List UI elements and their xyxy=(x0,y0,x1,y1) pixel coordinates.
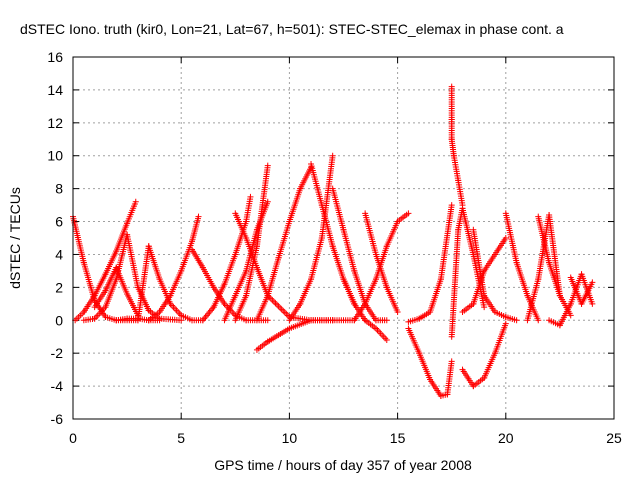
series-25 xyxy=(470,226,520,324)
series-30 xyxy=(567,274,596,307)
data-point xyxy=(269,297,276,304)
y-tick-label: -4 xyxy=(51,378,64,394)
y-tick-label: -6 xyxy=(51,411,64,427)
series-11 xyxy=(253,317,358,353)
series-28 xyxy=(535,213,574,319)
series-12 xyxy=(253,164,315,324)
data-point xyxy=(132,198,139,205)
data-point xyxy=(283,310,290,317)
data-points xyxy=(70,83,596,399)
series-1 xyxy=(72,198,139,324)
series-20 xyxy=(405,202,455,325)
data-point xyxy=(247,193,254,200)
y-tick-label: 14 xyxy=(47,82,63,98)
x-tick-label: 0 xyxy=(69,430,77,446)
series-17 xyxy=(351,210,412,324)
data-point xyxy=(267,295,274,302)
series-5 xyxy=(145,213,202,324)
series-24 xyxy=(459,235,509,316)
y-tick-label: 0 xyxy=(55,312,63,328)
chart-title: dSTEC Iono. truth (kir0, Lon=21, Lat=67,… xyxy=(20,21,564,37)
data-point xyxy=(405,210,412,217)
data-point xyxy=(513,317,520,324)
data-point xyxy=(264,162,271,169)
data-point xyxy=(329,152,336,159)
y-axis-label: dSTEC / TECUs xyxy=(7,187,23,289)
data-point xyxy=(481,304,488,311)
plot-frame xyxy=(72,56,615,420)
y-tick-label: 16 xyxy=(47,49,63,65)
data-point xyxy=(270,298,277,305)
data-point xyxy=(264,198,271,205)
data-point xyxy=(195,213,202,220)
data-point xyxy=(277,304,284,311)
data-point xyxy=(278,306,285,313)
data-point xyxy=(394,309,401,316)
series-26 xyxy=(502,210,542,324)
x-tick-label: 10 xyxy=(282,430,298,446)
x-tick-label: 20 xyxy=(498,430,514,446)
x-tick-label: 25 xyxy=(606,430,622,446)
x-axis-label: GPS time / hours of day 357 of year 2008 xyxy=(214,457,472,473)
series-21 xyxy=(448,83,466,209)
series-13 xyxy=(286,152,336,324)
data-point xyxy=(280,307,287,314)
x-tick-label: 5 xyxy=(177,430,185,446)
series-3 xyxy=(91,264,141,319)
series-27 xyxy=(524,211,563,324)
data-point xyxy=(448,202,455,209)
series-4 xyxy=(113,243,206,324)
series-18 xyxy=(362,210,401,316)
data-point xyxy=(589,279,596,286)
y-tick-label: 10 xyxy=(47,148,63,164)
series-16 xyxy=(340,276,390,344)
data-point xyxy=(589,300,596,307)
series-14 xyxy=(308,160,358,307)
data-point xyxy=(281,309,288,316)
data-point xyxy=(448,358,455,365)
series-19 xyxy=(405,325,455,399)
y-tick-label: 12 xyxy=(47,115,63,131)
data-point xyxy=(274,301,281,308)
series-22 xyxy=(448,205,488,340)
series-2 xyxy=(80,231,185,324)
data-point xyxy=(502,235,509,241)
y-tick-label: 2 xyxy=(55,279,63,295)
data-point xyxy=(383,317,390,324)
y-tick-label: 8 xyxy=(55,181,63,197)
data-point xyxy=(567,312,574,319)
data-point xyxy=(535,317,542,324)
y-tick-label: 4 xyxy=(55,246,63,262)
y-tick-label: -2 xyxy=(51,345,64,361)
data-point xyxy=(383,337,390,344)
data-point xyxy=(275,303,282,310)
series-23 xyxy=(459,320,509,390)
data-point xyxy=(272,300,279,307)
data-point xyxy=(502,320,509,327)
y-tick-label: 6 xyxy=(55,214,63,230)
grid xyxy=(73,57,614,419)
axis-ticks: 0 5 10 15 20 25 -6 -4 -2 0 2 4 6 8 10 12 14 16 xyxy=(47,49,622,446)
data-point xyxy=(264,317,271,324)
x-tick-label: 15 xyxy=(390,430,406,446)
